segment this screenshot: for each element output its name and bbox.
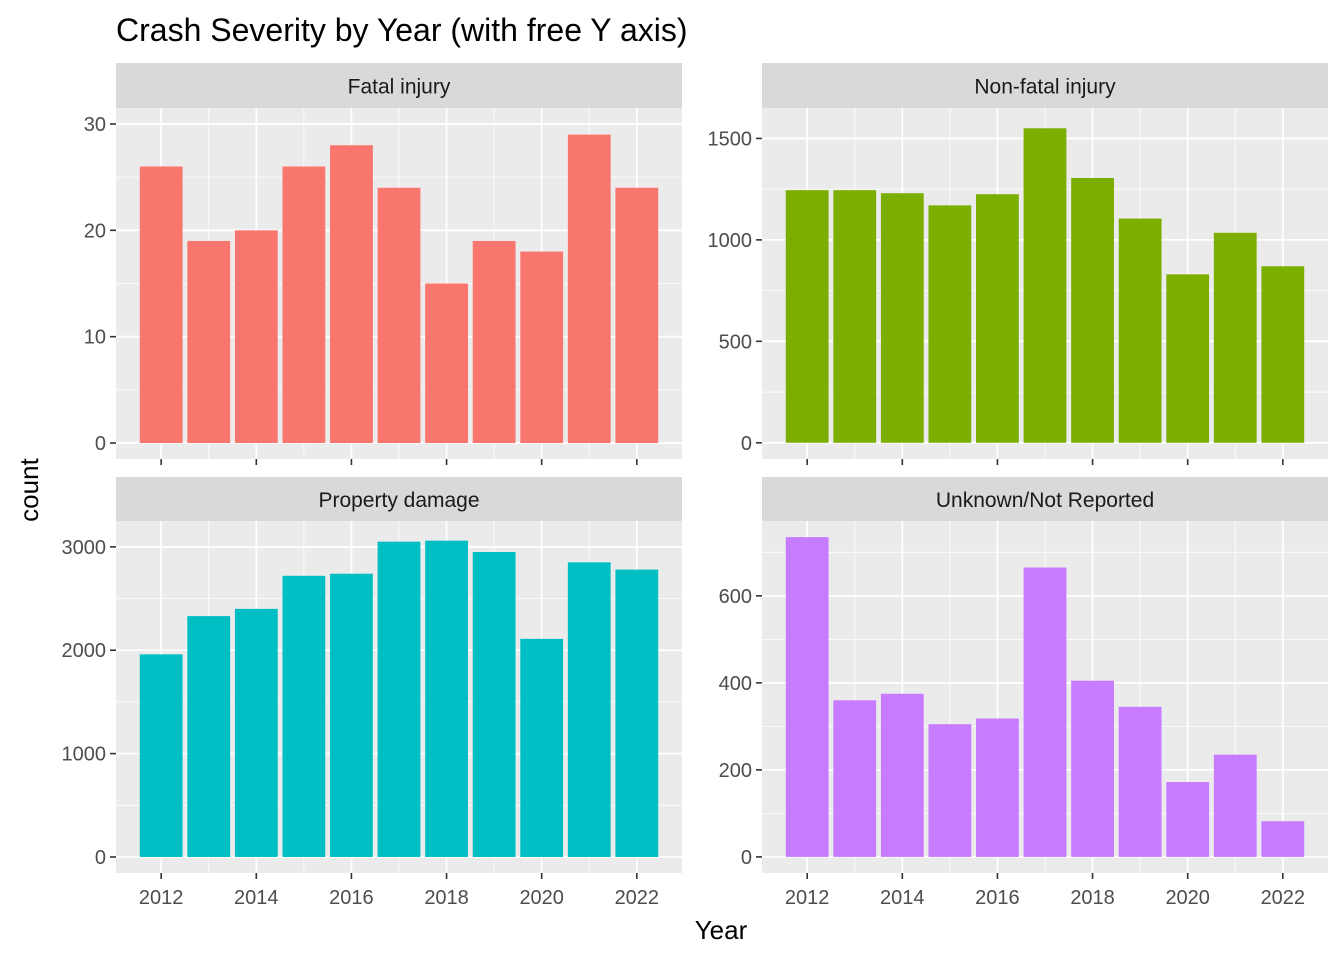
x-tick-label: 2018 [1070, 887, 1115, 909]
facet-strip-label: Non-fatal injury [974, 76, 1116, 99]
y-tick-label: 1500 [708, 128, 753, 150]
bar [472, 240, 516, 444]
bar [282, 575, 326, 857]
y-tick-label: 1000 [708, 230, 753, 252]
x-tick-label: 2014 [234, 887, 279, 909]
y-tick-label: 500 [719, 331, 752, 353]
facet-strip-label: Property damage [318, 489, 479, 512]
y-tick-label: 0 [95, 433, 106, 455]
facet-panel: 0 10 20 30 Fatal injury [84, 63, 682, 465]
bar [330, 145, 373, 444]
bar [1166, 782, 1210, 857]
bar [377, 187, 421, 444]
x-axis-title: Year [695, 915, 748, 945]
bar [1071, 177, 1114, 443]
y-tick-label: 30 [84, 114, 106, 136]
facet-panel: 0 1000 2000 3000 Property damage 2012 2014 2016… [62, 477, 682, 909]
bar [472, 552, 516, 857]
x-tick-label: 2020 [1165, 887, 1210, 909]
x-tick-label: 2022 [1261, 887, 1306, 909]
bar [139, 654, 183, 857]
facets-layer: 0 10 20 30 Fatal injury 0 500 1000 1500 Non-fatal… [62, 63, 1328, 909]
bar [330, 573, 373, 857]
y-tick-label: 0 [741, 847, 752, 869]
x-tick-label: 2016 [975, 887, 1020, 909]
bar [1023, 567, 1067, 857]
y-tick-label: 0 [95, 847, 106, 869]
bar [234, 230, 278, 444]
bar [976, 194, 1019, 443]
bar [833, 190, 877, 443]
bar [1118, 706, 1162, 857]
bar [1261, 821, 1305, 857]
bar [1023, 128, 1067, 443]
bar [425, 283, 468, 444]
bar [1118, 218, 1162, 443]
bar [139, 166, 183, 444]
bar [567, 562, 611, 857]
x-tick-label: 2022 [615, 887, 660, 909]
bar [520, 638, 564, 857]
bar [880, 693, 924, 857]
x-tick-label: 2012 [785, 887, 830, 909]
facet-strip [762, 477, 1328, 521]
bar [1071, 680, 1114, 857]
bar [1213, 232, 1257, 443]
y-tick-label: 600 [719, 586, 752, 608]
y-tick-label: 1000 [62, 744, 107, 766]
facet-panel: 0 200 400 600 Unknown/Not Reported 2012 2014 20… [719, 477, 1328, 909]
bar [785, 190, 829, 443]
bar [234, 608, 278, 857]
bar [615, 569, 659, 857]
bar [425, 540, 468, 857]
facet-strip [762, 63, 1328, 108]
bar [1261, 266, 1305, 443]
y-tick-label: 400 [719, 673, 752, 695]
x-tick-label: 2020 [519, 887, 564, 909]
bar [187, 616, 231, 857]
bar [928, 724, 972, 857]
bar [785, 537, 829, 857]
bar [833, 700, 877, 857]
facet-strip-label: Unknown/Not Reported [936, 489, 1154, 512]
x-tick-label: 2016 [329, 887, 374, 909]
bar [377, 541, 421, 857]
y-tick-label: 200 [719, 760, 752, 782]
x-tick-label: 2018 [424, 887, 469, 909]
bar [928, 205, 972, 443]
bar [615, 187, 659, 444]
y-tick-label: 10 [84, 327, 106, 349]
y-tick-label: 3000 [62, 537, 107, 559]
bar [976, 718, 1019, 857]
y-tick-label: 2000 [62, 640, 107, 662]
chart-title: Crash Severity by Year (with free Y axis… [116, 12, 688, 48]
bar [282, 166, 326, 444]
y-tick-label: 0 [741, 433, 752, 455]
bar [1213, 754, 1257, 857]
bar [567, 134, 611, 444]
y-axis-title: count [14, 457, 44, 521]
x-tick-label: 2012 [139, 887, 184, 909]
x-tick-label: 2014 [880, 887, 925, 909]
y-tick-label: 20 [84, 220, 106, 242]
bar [1166, 274, 1210, 443]
facet-strip [116, 63, 682, 108]
facet-strip-label: Fatal injury [348, 76, 451, 99]
bar [520, 251, 564, 444]
bar [187, 240, 231, 444]
bar [880, 193, 924, 443]
facet-panel: 0 500 1000 1500 Non-fatal injury [708, 63, 1328, 465]
facet-strip [116, 477, 682, 521]
